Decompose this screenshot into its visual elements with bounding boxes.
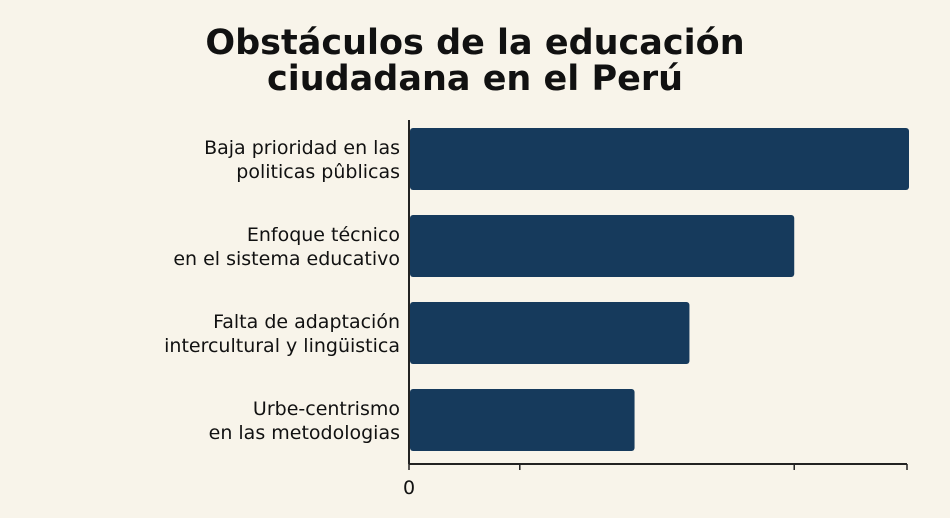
- chart-title: Obstáculos de la educación ciudadana en …: [205, 23, 744, 99]
- bar-2: [410, 302, 690, 364]
- bar-1: [410, 215, 795, 277]
- x-tick-label-0: 0: [403, 477, 415, 499]
- bar-0: [410, 128, 909, 190]
- category-label-2-line-0: Falta de adaptación: [213, 311, 400, 333]
- chart-title-line-1: Obstáculos de la educación: [205, 23, 744, 63]
- category-label-3-line-1: en las metodologias: [209, 422, 400, 444]
- category-label-2-line-1: intercultural y lingüistica: [164, 335, 400, 357]
- category-label-3-line-0: Urbe-centrismo: [253, 398, 400, 420]
- category-label-1-line-1: en el sistema educativo: [173, 248, 400, 270]
- x-axis: 0: [403, 120, 908, 499]
- bar-3: [410, 389, 635, 451]
- bars-group: [410, 128, 909, 451]
- chart-title-line-2: ciudadana en el Perú: [267, 59, 683, 99]
- category-label-0-line-0: Baja prioridad en las: [204, 137, 400, 159]
- category-label-0-line-1: politicas pûblicas: [236, 161, 400, 183]
- category-label-1-line-0: Enfoque técnico: [247, 224, 400, 246]
